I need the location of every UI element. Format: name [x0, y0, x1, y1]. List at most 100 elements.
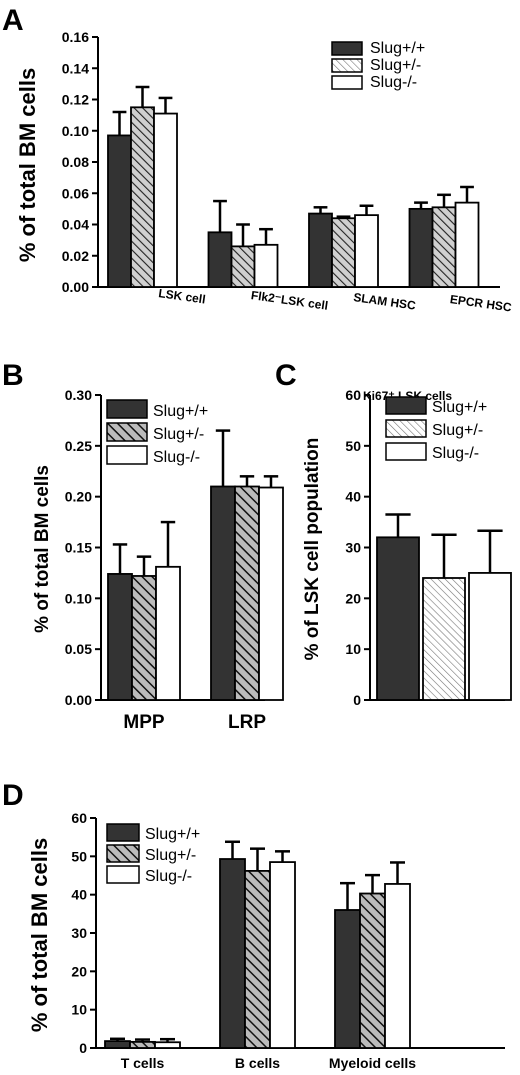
- bar-slug: [384, 883, 411, 1049]
- bar-slug: [129, 1040, 156, 1049]
- y-tick-label: 10: [71, 1002, 87, 1018]
- legend-label: Slug+/-: [145, 847, 196, 864]
- legend-label: Slug+/-: [432, 422, 483, 439]
- bar-slug: [107, 134, 132, 288]
- legend-label: Slug-/-: [370, 74, 417, 91]
- y-tick-label: 0.10: [62, 123, 89, 139]
- y-tick-label: 0.16: [62, 29, 89, 45]
- y-tick-label: 10: [345, 641, 361, 657]
- y-axis-label: % of total BM cells: [15, 68, 40, 262]
- y-tick-label: 0.00: [62, 279, 89, 295]
- legend-label: Slug-/-: [153, 449, 200, 466]
- y-tick-label: 0.02: [62, 248, 89, 264]
- panel-letter-c: C: [275, 359, 297, 392]
- bar-slug: [107, 573, 133, 701]
- y-tick-label: 0.15: [65, 540, 92, 556]
- y-axis-label: % of LSK cell population: [302, 438, 323, 661]
- legend-label: Slug+/-: [370, 57, 421, 74]
- bar-slug: [468, 572, 512, 701]
- panel-letter-a: A: [2, 4, 24, 37]
- legend-swatch: [331, 75, 363, 90]
- bar-slug: [408, 207, 434, 288]
- bar-slug: [207, 231, 233, 288]
- x-category-label: T cells: [121, 1055, 165, 1071]
- y-tick-label: 20: [71, 963, 87, 979]
- legend-label: Slug-/-: [432, 445, 479, 462]
- legend-swatch: [106, 844, 140, 863]
- y-tick-label: 0: [353, 692, 361, 708]
- legend-label: Slug+/+: [153, 403, 208, 420]
- y-tick-label: 0.06: [62, 185, 89, 201]
- y-axis-label: % of total BM cells: [27, 838, 52, 1032]
- bar-slug: [131, 575, 157, 701]
- y-tick-label: 50: [345, 438, 361, 454]
- y-tick-label: 40: [71, 887, 87, 903]
- y-tick-label: 30: [345, 540, 361, 556]
- bar-slug: [331, 217, 356, 288]
- panel-letter-b: B: [2, 359, 24, 392]
- bar-slug: [359, 892, 386, 1049]
- y-tick-label: 60: [71, 810, 87, 826]
- bar-slug: [376, 536, 420, 701]
- x-category-label: LRP: [228, 712, 266, 733]
- y-axis-label: % of total BM cells: [32, 465, 53, 633]
- bar-slug: [230, 245, 256, 288]
- chart-panel-b: B 0.00 0.05 0.10 0.15 0.20 0.25 0.30 % of total …: [2, 359, 284, 733]
- bar-slug: [334, 909, 361, 1049]
- legend-label: Slug+/+: [370, 40, 425, 57]
- legend-swatch: [106, 865, 140, 884]
- legend-swatch: [106, 823, 140, 842]
- bar-slug: [154, 1041, 181, 1049]
- legend-swatch: [385, 442, 427, 461]
- bar-slug: [153, 112, 178, 288]
- x-category-label: EPCR HSC: [449, 292, 513, 315]
- y-tick-label: 30: [71, 925, 87, 941]
- legend-swatch: [385, 419, 427, 438]
- legend-swatch: [331, 41, 363, 56]
- y-tick-label: 0: [79, 1040, 87, 1056]
- bar-slug: [210, 485, 236, 701]
- bar-slug: [234, 485, 260, 701]
- x-category-label: LSK cell: [158, 286, 207, 306]
- y-tick-label: 0.25: [65, 438, 92, 454]
- legend-swatch: [106, 399, 148, 419]
- bar-slug: [258, 486, 284, 701]
- y-tick-label: 20: [345, 590, 361, 606]
- x-category-label: SLAM HSC: [353, 290, 417, 313]
- chart-panel-a: A 0.00 0.02 0.04 0.06 0.08 0.10 0.12 0.14 0.16 % o…: [2, 4, 513, 315]
- panel-letter-d: D: [2, 779, 24, 812]
- bar-slug: [130, 106, 155, 288]
- legend-label: Slug+/-: [153, 426, 204, 443]
- y-tick-label: 0.14: [62, 60, 89, 76]
- legend-label: Slug+/+: [145, 826, 200, 843]
- legend-swatch: [331, 58, 363, 73]
- y-tick-label: 0.30: [65, 387, 92, 403]
- y-tick-label: 0.05: [65, 641, 92, 657]
- x-category-label: Myeloid cells: [329, 1055, 416, 1071]
- chart-layer: A 0.00 0.02 0.04 0.06 0.08 0.10 0.12 0.14 0.16 % o…: [2, 4, 513, 1071]
- bar-slug: [454, 201, 480, 288]
- y-tick-label: 0.20: [65, 489, 92, 505]
- bar-slug: [269, 861, 296, 1049]
- legend-swatch: [106, 445, 148, 465]
- y-tick-label: 0.00: [65, 692, 92, 708]
- y-tick-label: 50: [71, 848, 87, 864]
- bar-slug: [219, 858, 246, 1049]
- y-tick-label: 0.04: [62, 217, 89, 233]
- bar-slug: [354, 214, 379, 288]
- y-tick-label: 40: [345, 489, 361, 505]
- bar-slug: [422, 577, 466, 701]
- legend-swatch: [106, 422, 148, 442]
- bar-slug: [253, 243, 279, 288]
- chart-panel-d: D 0 10 20 30 40 50 60 % of total BM cells T cells…: [2, 779, 505, 1071]
- bar-slug: [431, 206, 457, 288]
- x-category-label: B cells: [235, 1055, 280, 1071]
- y-tick-label: 0.08: [62, 154, 89, 170]
- y-tick-label: 0.10: [65, 590, 92, 606]
- legend-label: Slug-/-: [145, 868, 192, 885]
- bar-slug: [155, 565, 181, 701]
- y-tick-label: 0.12: [62, 92, 89, 108]
